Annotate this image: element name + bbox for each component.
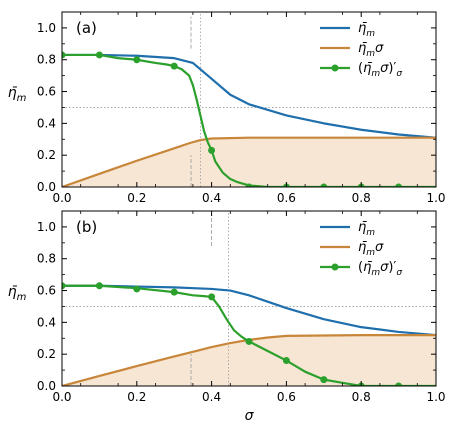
legend-marker xyxy=(331,263,339,271)
panel-a: 0.0 0.2 0.4 0.6 0.8 1.0 0.0 0.2 0.4 0.6 0.8 1.0 η̄m (… xyxy=(8,11,446,205)
legend-label: (η̄mσ)′σ xyxy=(358,260,402,278)
legend-label: η̄mσ xyxy=(358,41,384,59)
area-fill-eta-sigma xyxy=(62,137,436,187)
series-eta-line xyxy=(62,53,436,139)
x-tick-label: 0.0 xyxy=(52,191,71,205)
panel-label: (b) xyxy=(76,218,97,236)
derivative-marker xyxy=(320,376,328,384)
y-tick-label: 0.2 xyxy=(37,347,56,361)
y-tick-label: 0.6 xyxy=(37,85,56,99)
x-tick-label: 1.0 xyxy=(426,191,445,205)
y-tick-label: 1.0 xyxy=(37,220,56,234)
y-tick-label: 0.4 xyxy=(37,315,56,329)
plot-area xyxy=(62,211,436,386)
derivative-marker xyxy=(245,337,253,345)
y-axis-label: η̄m xyxy=(8,85,27,104)
derivative-marker xyxy=(62,51,66,59)
plot-area xyxy=(62,12,436,187)
series-eta-line xyxy=(62,284,436,337)
derivative-marker xyxy=(208,146,216,154)
y-tick-label: 0.8 xyxy=(37,252,56,266)
derivative-marker xyxy=(133,285,141,293)
y-tick-label: 0.0 xyxy=(37,379,56,393)
x-tick-label: 0.2 xyxy=(127,191,146,205)
derivative-marker xyxy=(95,51,103,59)
derivative-marker xyxy=(170,62,178,70)
panel-b: 0.0 0.2 0.4 0.6 0.8 1.0 0.0 0.2 0.4 0.6 0.8 1.0 η̄m (… xyxy=(8,210,446,404)
x-tick-label: 0.4 xyxy=(202,390,221,404)
derivative-marker xyxy=(282,357,290,365)
y-tick-label: 0.4 xyxy=(37,116,56,130)
y-tick-label: 0.0 xyxy=(37,180,56,194)
x-axis-label: σ xyxy=(245,408,255,424)
x-tick-label: 0.4 xyxy=(202,191,221,205)
legend-label: (η̄mσ)′σ xyxy=(358,61,402,79)
series-eta-sigma-line xyxy=(62,136,436,187)
series-eta-sigma-line xyxy=(62,333,436,386)
x-tick-label: 0.2 xyxy=(127,390,146,404)
area-fill-eta-sigma xyxy=(62,335,436,386)
y-tick-label: 0.2 xyxy=(37,148,56,162)
derivative-marker xyxy=(62,282,66,290)
x-tick-label: 0.0 xyxy=(52,390,71,404)
x-tick-label: 1.0 xyxy=(426,390,445,404)
axes-frame xyxy=(61,11,437,188)
derivative-marker xyxy=(395,382,403,386)
derivative-marker xyxy=(245,183,253,187)
x-tick-label: 0.8 xyxy=(352,390,371,404)
series-derivative-line xyxy=(62,53,436,187)
panel-label: (a) xyxy=(76,19,97,37)
legend-label: η̄m xyxy=(358,21,375,39)
derivative-marker xyxy=(170,288,178,296)
derivative-marker xyxy=(395,183,403,187)
derivative-marker xyxy=(133,56,141,64)
legend-label: η̄mσ xyxy=(358,240,384,258)
x-tick-label: 0.6 xyxy=(277,191,296,205)
legend-label: η̄m xyxy=(358,220,375,238)
y-tick-label: 0.6 xyxy=(37,284,56,298)
x-tick-label: 0.8 xyxy=(352,191,371,205)
derivative-marker xyxy=(320,183,328,187)
y-tick-label: 1.0 xyxy=(37,21,56,35)
y-axis-label: η̄m xyxy=(8,284,27,303)
derivative-marker xyxy=(95,282,103,290)
legend-marker xyxy=(331,64,339,72)
y-tick-label: 0.8 xyxy=(37,53,56,67)
derivative-marker xyxy=(208,293,216,301)
axes-frame xyxy=(61,210,437,387)
x-tick-label: 0.6 xyxy=(277,390,296,404)
